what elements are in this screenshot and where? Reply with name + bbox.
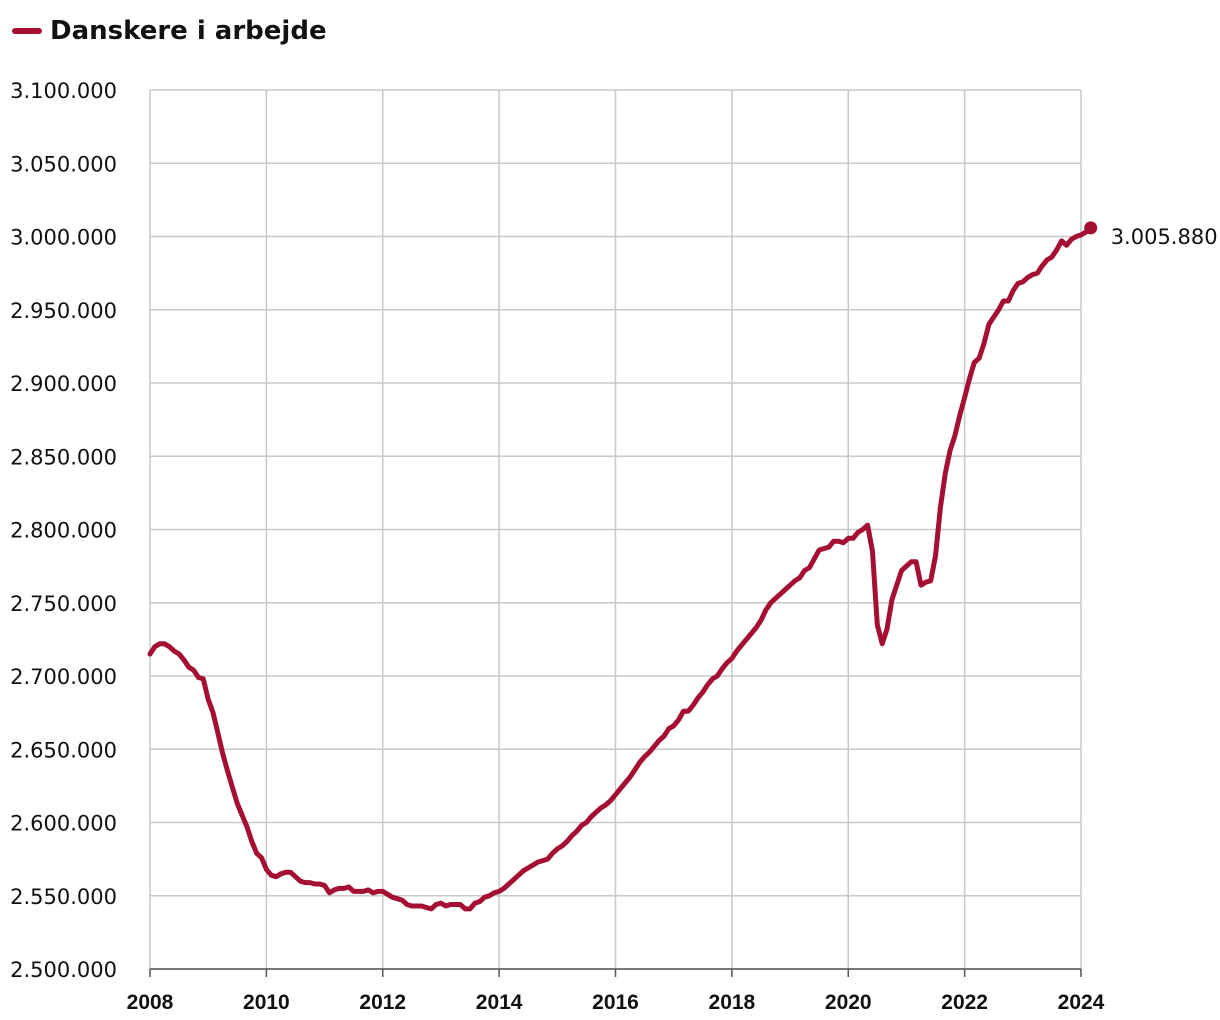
x-tick-label: 2022: [941, 991, 988, 1014]
y-tick-label: 2.500.000: [10, 958, 117, 982]
y-tick-label: 3.000.000: [10, 226, 117, 250]
y-tick-label: 2.850.000: [10, 445, 117, 469]
y-tick-label: 2.550.000: [10, 885, 117, 909]
y-tick-label: 2.800.000: [10, 519, 117, 543]
y-tick-label: 2.700.000: [10, 665, 117, 689]
x-tick-label: 2008: [127, 991, 174, 1014]
series-line: [147, 225, 1094, 912]
x-axis: 2008 2010 2012 2014 2016 2018 2020 2022 2024: [127, 968, 1105, 1014]
annotation-layer: 3.005.880: [1111, 225, 1218, 249]
y-tick-label: 2.950.000: [10, 299, 117, 323]
x-tick-label: 2014: [476, 991, 523, 1014]
y-tick-label: 3.100.000: [10, 79, 117, 103]
legend-label: Danskere i arbejde: [50, 16, 327, 46]
y-tick-label: 3.050.000: [10, 152, 117, 176]
grid: [149, 89, 1082, 970]
y-tick-label: 2.600.000: [10, 812, 117, 836]
series-layer: [147, 221, 1098, 912]
x-tick-label: 2018: [709, 991, 756, 1014]
legend-swatch: [12, 28, 42, 34]
x-tick-label: 2016: [592, 991, 639, 1014]
x-tick-label: 2010: [243, 991, 290, 1014]
y-tick-label: 2.900.000: [10, 372, 117, 396]
legend: Danskere i arbejde: [12, 16, 327, 46]
x-tick-label: 2012: [359, 991, 406, 1014]
x-tick-label: 2020: [825, 991, 872, 1014]
y-tick-label: 2.650.000: [10, 738, 117, 762]
end-point-marker: [1084, 221, 1098, 235]
y-axis: 2.500.000 2.550.000 2.600.000 2.650.000 2.70…: [10, 79, 117, 982]
end-value-label: 3.005.880: [1111, 225, 1218, 249]
x-tick-label: 2024: [1058, 991, 1105, 1014]
y-tick-label: 2.750.000: [10, 592, 117, 616]
